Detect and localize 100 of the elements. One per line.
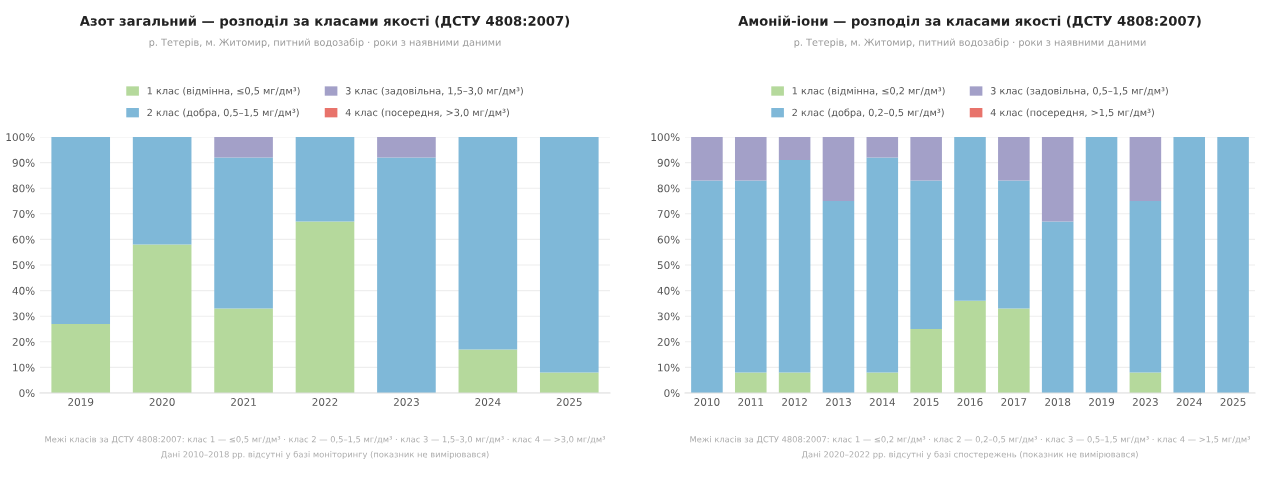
bar — [822, 201, 855, 393]
bar — [458, 137, 518, 350]
x-tick-label: 2025 — [1220, 398, 1246, 406]
bar — [866, 372, 899, 393]
y-tick-label: 50% — [12, 261, 35, 270]
bar — [954, 300, 986, 393]
y-tick-label: 0% — [664, 389, 680, 398]
legend-label: 3 клас (задовільна, 1,5–3,0 мг/дм³) — [345, 86, 523, 96]
y-tick-label: 40% — [657, 286, 680, 295]
bar — [691, 137, 723, 181]
bar — [458, 349, 518, 393]
y-tick-label: 80% — [12, 184, 35, 193]
bar — [1129, 201, 1162, 373]
y-tick-label: 100% — [651, 133, 680, 142]
legend-label: 4 клас (посередня, >3,0 мг/дм³) — [345, 108, 509, 119]
y-tick-label: 10% — [658, 363, 680, 372]
x-tick-label: 2023 — [393, 398, 419, 406]
bar — [998, 137, 1030, 181]
bar — [51, 137, 111, 324]
y-tick-label: 10% — [13, 363, 35, 372]
y-tick-label: 0% — [19, 389, 35, 398]
bar — [910, 180, 942, 329]
text: Дані 2010–2018 рр. відсутні у базі моніторингу (показник не вимірювався) — [161, 450, 489, 460]
legend-label: 2 клас (добра, 0,5–1,5 мг/дм³) — [147, 108, 299, 119]
bar — [954, 137, 986, 301]
x-tick-label: 2024 — [475, 398, 501, 406]
bar — [734, 372, 767, 393]
bar — [539, 372, 599, 393]
bar — [778, 160, 811, 373]
x-tick-label: 2019 — [1089, 398, 1115, 406]
text: Межі класів за ДСТУ 4808:2007: клас 1 — ≤0,5 мг/дм³ · клас 2 — 0,5–1,5 мг/дм³ · клас 3 — 1,5–3,0 мг/дм³ · клас 4 — >3,0 мг/дм³ — [45, 435, 606, 444]
y-tick-label: 70% — [657, 210, 680, 218]
y-tick-label: 20% — [12, 338, 35, 346]
chart-title: Амоній-іони — розподіл за класами якості (ДСТУ 4808:2007) — [738, 15, 1201, 29]
text: Межі класів за ДСТУ 4808:2007: клас 1 — ≤0,2 мг/дм³ · клас 2 — 0,2–0,5 мг/дм³ · клас 3 — 0,5–1,5 мг/дм³ · клас 4 — >1,5 мг/дм³ — [690, 435, 1251, 444]
bar — [214, 157, 273, 309]
bar — [866, 137, 899, 158]
y-tick-label: 30% — [12, 312, 35, 321]
y-tick-label: 90% — [12, 158, 35, 167]
bar — [1129, 137, 1162, 201]
y-tick-label: 50% — [657, 261, 680, 270]
legend-label: 2 клас (добра, 0,2–0,5 мг/дм³) — [792, 108, 944, 119]
y-tick-label: 20% — [657, 338, 680, 346]
y-tick-label: 70% — [12, 210, 35, 218]
chart-subtitle: р. Тетерів, м. Житомир, питний водозабір · роки з наявними даними — [794, 38, 1146, 48]
legend-label: 3 клас (задовільна, 0,5–1,5 мг/дм³) — [990, 86, 1168, 96]
chart-title: Азот загальний — розподіл за класами якості (ДСТУ 4808:2007) — [79, 15, 570, 29]
x-tick-label: 2017 — [1001, 398, 1027, 406]
x-tick-label: 2021 — [231, 398, 256, 406]
x-tick-label: 2012 — [782, 398, 807, 406]
bar — [132, 137, 192, 245]
x-tick-label: 2018 — [1045, 398, 1071, 406]
bar — [214, 137, 273, 158]
y-tick-label: 40% — [12, 286, 35, 295]
bar — [866, 157, 899, 373]
chart-subtitle: р. Тетерів, м. Житомир, питний водозабір · роки з наявними даними — [149, 38, 501, 48]
bar — [1173, 137, 1206, 393]
bar — [910, 137, 942, 181]
y-tick-label: 60% — [12, 235, 35, 244]
legend-label: 1 клас (відмінна, ≤0,2 мг/дм³) — [792, 86, 945, 96]
y-tick-label: 80% — [657, 184, 680, 193]
bar — [910, 329, 942, 393]
bar — [214, 308, 273, 393]
bar — [734, 137, 767, 181]
y-tick-label: 30% — [657, 312, 680, 321]
x-tick-label: 2022 — [312, 398, 338, 406]
text: Дані 2020–2022 рр. відсутні у базі спостережень (показник не вимірювався) — [801, 450, 1138, 460]
bar — [132, 244, 192, 393]
bar — [691, 180, 723, 393]
x-tick-label: 2015 — [913, 398, 939, 406]
x-tick-label: 2020 — [149, 398, 175, 406]
bar — [377, 157, 436, 393]
x-tick-label: 2024 — [1176, 398, 1202, 406]
bar — [734, 180, 767, 373]
bar — [778, 137, 811, 161]
x-tick-label: 2014 — [869, 398, 895, 406]
y-tick-label: 90% — [657, 158, 680, 167]
bar — [998, 308, 1030, 393]
bar — [778, 372, 811, 393]
bar — [822, 137, 855, 201]
legend-label: 1 клас (відмінна, ≤0,5 мг/дм³) — [147, 86, 300, 96]
bar — [295, 221, 355, 393]
x-tick-label: 2025 — [556, 398, 582, 406]
bar — [998, 180, 1030, 309]
legend-label: 4 клас (посередня, >1,5 мг/дм³) — [990, 108, 1154, 119]
bar — [1129, 372, 1162, 393]
x-tick-label: 2010 — [694, 398, 720, 406]
x-tick-label: 2023 — [1132, 398, 1158, 406]
y-tick-label: 60% — [657, 235, 680, 244]
y-tick-label: 100% — [6, 133, 35, 142]
x-tick-label: 2013 — [825, 398, 851, 406]
bar — [295, 137, 355, 222]
bar — [539, 137, 599, 373]
x-tick-label: 2011 — [738, 398, 764, 406]
x-tick-label: 2019 — [68, 398, 94, 406]
bar — [377, 137, 436, 158]
x-tick-label: 2016 — [957, 398, 983, 406]
bar — [51, 323, 111, 393]
bar — [1041, 221, 1074, 393]
bar — [1085, 137, 1118, 393]
